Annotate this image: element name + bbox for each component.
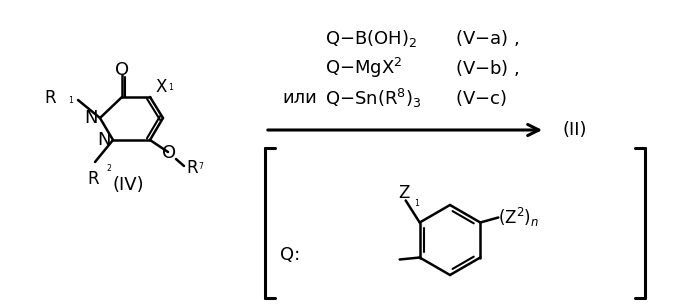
Text: $^{1}$: $^{1}$ — [168, 83, 174, 93]
Text: Z: Z — [398, 184, 409, 201]
Text: R: R — [44, 89, 56, 107]
Text: X: X — [155, 78, 167, 96]
Text: R: R — [186, 159, 197, 177]
Text: (V$-$c): (V$-$c) — [455, 88, 507, 108]
Text: $^{7}$: $^{7}$ — [198, 162, 204, 172]
Text: $^{1}$: $^{1}$ — [414, 199, 420, 208]
Text: Q$-$B(OH)$_2$: Q$-$B(OH)$_2$ — [325, 28, 417, 48]
Text: (ΙΙ): (ΙΙ) — [562, 121, 587, 139]
Text: Q$-$Sn(R$^8)_3$: Q$-$Sn(R$^8)_3$ — [325, 87, 421, 110]
Text: (V$-$a) ,: (V$-$a) , — [455, 28, 519, 48]
Text: R: R — [88, 170, 99, 188]
Text: $^{2}$: $^{2}$ — [106, 164, 112, 174]
Text: O: O — [162, 144, 176, 162]
Text: O: O — [115, 61, 129, 79]
Text: $^{1}$: $^{1}$ — [68, 96, 74, 106]
Text: (Z$^2)_n$: (Z$^2)_n$ — [498, 206, 540, 229]
Text: Q$-$MgX$^2$: Q$-$MgX$^2$ — [325, 56, 402, 80]
Text: Q:: Q: — [280, 246, 300, 264]
Text: (V$-$b) ,: (V$-$b) , — [455, 58, 519, 78]
Text: N: N — [85, 109, 98, 127]
Text: (IV): (IV) — [112, 176, 144, 194]
Text: N: N — [97, 131, 111, 149]
Text: или: или — [282, 89, 317, 107]
